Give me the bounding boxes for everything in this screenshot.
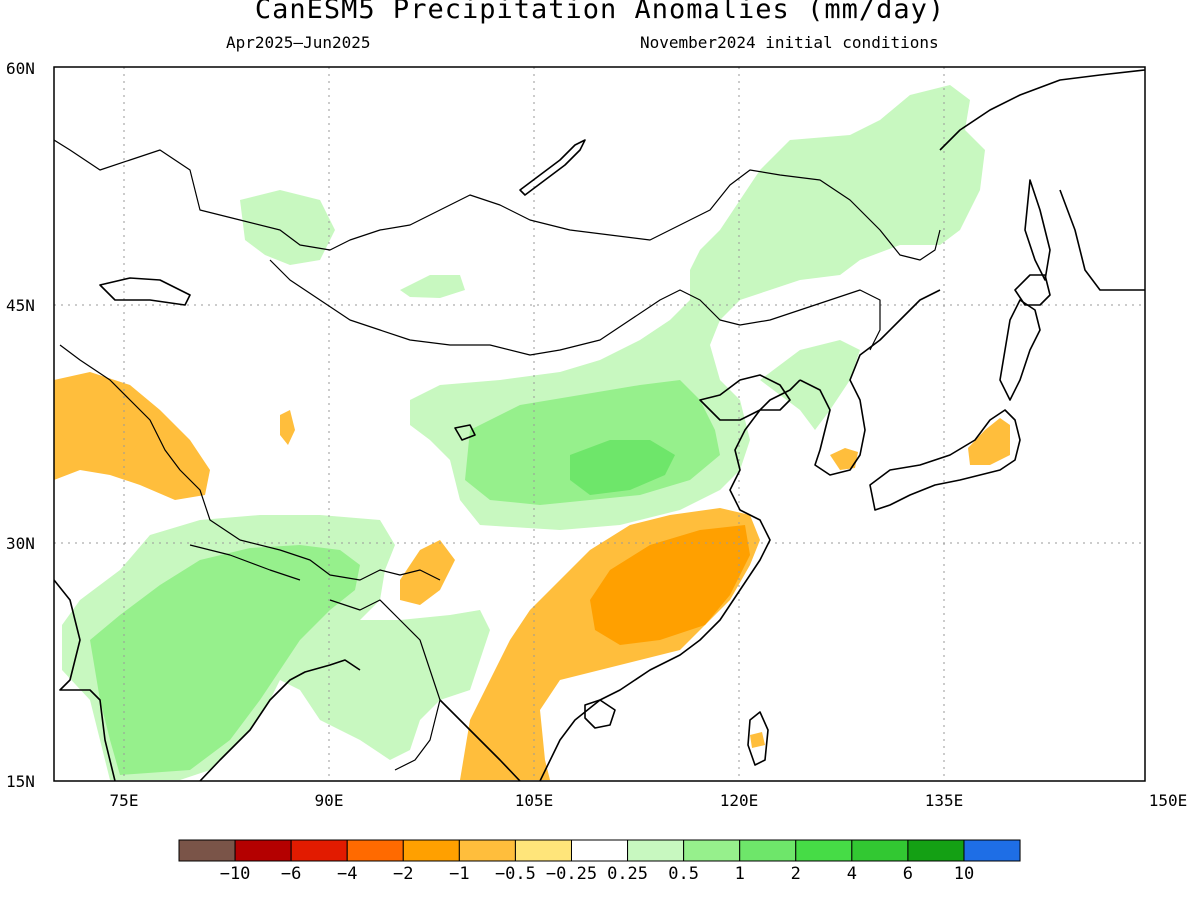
map-title: CanESM5 Precipitation Anomalies (mm/day) [254, 0, 946, 25]
colorbar-label: 2 [791, 864, 801, 884]
lat-label: 30N [6, 534, 35, 553]
colorbar-label: 6 [903, 864, 913, 884]
colorbar-label: −0.25 [546, 864, 597, 884]
colorbar-swatch [458, 839, 516, 862]
colorbar-swatch [234, 839, 292, 862]
colorbar-label: −10 [220, 864, 251, 884]
colorbar-label: 0.5 [668, 864, 699, 884]
lon-label: 135E [925, 791, 964, 810]
lat-axis: 60N 45N 30N 15N [6, 59, 35, 791]
lat-label: 15N [6, 772, 35, 791]
lon-label: 105E [515, 791, 554, 810]
colorbar-swatch [178, 839, 236, 862]
india-wet-core [90, 545, 360, 775]
lon-axis: 75E 90E 105E 120E 135E 150E [110, 791, 1188, 810]
tibet-dry-spot [280, 410, 295, 445]
taiwan-dry [750, 732, 765, 748]
initial-conditions: November2024 initial conditions [640, 33, 939, 52]
colorbar-label: −2 [393, 864, 413, 884]
myanmar-dry [400, 540, 455, 605]
lon-label: 90E [315, 791, 344, 810]
colorbar-swatch [346, 839, 404, 862]
gridlines [54, 67, 1145, 781]
colorbar-label: −1 [449, 864, 469, 884]
korea-dry [830, 448, 858, 470]
lat-label: 45N [6, 296, 35, 315]
lon-label: 120E [720, 791, 759, 810]
colorbar-swatch [851, 839, 909, 862]
lat-label: 60N [6, 59, 35, 78]
map-frame [53, 66, 1146, 782]
south-china-dry-core [590, 525, 750, 645]
colorbar-swatch [907, 839, 965, 862]
colorbar-label: 4 [847, 864, 857, 884]
coastlines [54, 69, 1145, 781]
colorbar: −10 −6 −4 −2 −1 −0.5 −0.25 0.25 0.5 1 2 4 6 10 [178, 839, 1021, 884]
colorbar-swatch [514, 839, 572, 862]
lon-label: 150E [1149, 791, 1188, 810]
colorbar-swatch [739, 839, 797, 862]
colorbar-label: −6 [281, 864, 301, 884]
colorbar-label: 1 [735, 864, 745, 884]
colorbar-swatch [683, 839, 741, 862]
forecast-period: Apr2025—Jun2025 [226, 33, 371, 52]
colorbar-label: −0.5 [495, 864, 536, 884]
colorbar-swatch [627, 839, 685, 862]
mongolia-wet-b [240, 190, 335, 265]
colorbar-swatch [402, 839, 460, 862]
japan-dry [968, 418, 1010, 465]
mongolia-wet-a [400, 275, 465, 298]
colorbar-swatch [570, 839, 629, 862]
colorbar-label: 10 [954, 864, 974, 884]
colorbar-label: −4 [337, 864, 357, 884]
colorbar-swatch [963, 839, 1021, 862]
anomaly-layer [54, 85, 1010, 780]
north-china-wet-max [570, 440, 675, 495]
pakistan-dry-core [58, 395, 140, 455]
colorbar-swatch [795, 839, 853, 862]
colorbar-label: 0.25 [607, 864, 648, 884]
colorbar-swatch [290, 839, 348, 862]
lon-label: 75E [110, 791, 139, 810]
